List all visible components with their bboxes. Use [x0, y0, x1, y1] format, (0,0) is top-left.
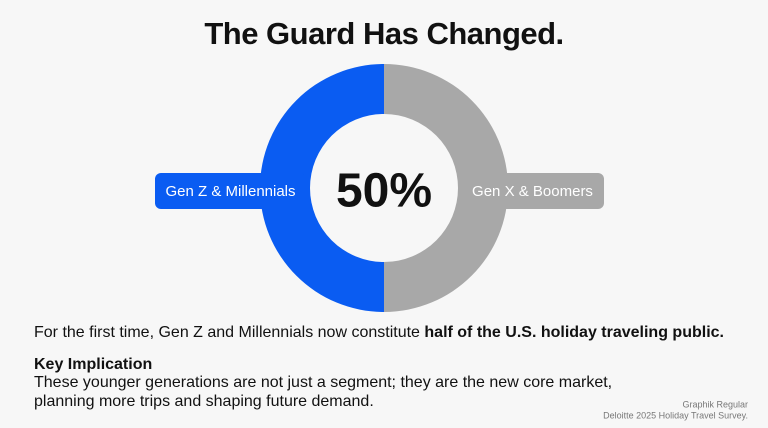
donut-segment — [384, 64, 509, 312]
donut-segment — [259, 64, 384, 312]
summary-emphasis: half of the U.S. holiday traveling publi… — [424, 324, 724, 341]
category-label: Gen X & Boomers — [472, 183, 593, 200]
category-pill — [461, 173, 604, 209]
category-pill — [155, 173, 306, 209]
implication-heading: Key Implication — [34, 356, 152, 373]
chart-title: The Guard Has Changed. — [204, 16, 563, 51]
center-label: 50% — [336, 165, 432, 218]
category-label: Gen Z & Millennials — [165, 183, 295, 200]
footnote: Deloitte 2025 Holiday Travel Survey. — [603, 410, 748, 420]
implication-line: planning more trips and shaping future d… — [34, 393, 374, 410]
summary: For the first time, Gen Z and Millennial… — [34, 324, 724, 341]
footnote: Graphik Regular — [682, 399, 748, 409]
implication-line: These younger generations are not just a… — [34, 374, 612, 391]
summary-text: For the first time, Gen Z and Millennial… — [34, 324, 420, 341]
donut — [259, 64, 509, 312]
